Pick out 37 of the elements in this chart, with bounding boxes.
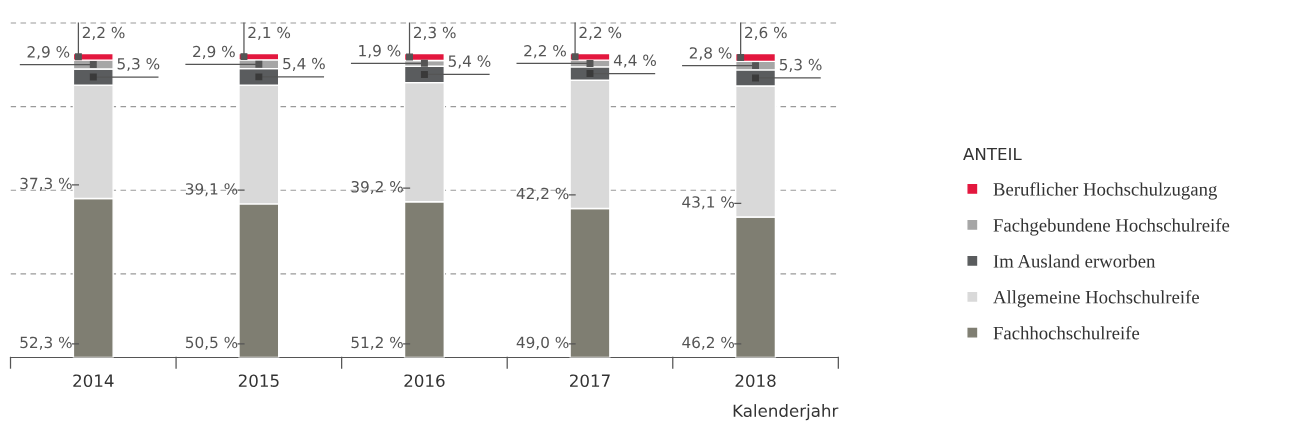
data-label: 4,4 % — [613, 54, 656, 68]
data-label: 51,2 % — [351, 336, 403, 350]
data-label: 5,4 % — [283, 57, 325, 71]
x-axis-title: Kalenderjahr — [733, 404, 839, 421]
data-label: 2,9 % — [27, 46, 70, 60]
data-label: 37,3 % — [20, 177, 72, 191]
data-label: 5,4 % — [448, 55, 491, 69]
legend-label: Im Ausland erworben — [993, 254, 1156, 268]
legend-title: ANTEIL — [963, 147, 1022, 161]
data-label: 50,5 % — [185, 336, 238, 350]
x-tick-label: 2018 — [735, 374, 776, 387]
data-label: 2,3 % — [413, 26, 456, 40]
legend-label: Allgemeine Hochschulreife — [993, 290, 1199, 308]
legend-label: Fachhochschulreife — [993, 326, 1140, 340]
legend-label: Beruflicher Hochschulzugang — [993, 182, 1217, 200]
data-label: 2,2 % — [524, 45, 566, 59]
data-label: 39,1 % — [185, 183, 238, 197]
data-label: 39,2 % — [351, 181, 403, 195]
x-tick-label: 2017 — [570, 374, 610, 387]
data-label: 2,2 % — [82, 26, 125, 40]
data-label: 2,8 % — [689, 47, 732, 61]
data-label: 1,9 % — [359, 44, 401, 58]
data-label: 5,3 % — [117, 57, 160, 72]
data-label: 52,3 % — [20, 336, 72, 350]
data-label: 5,3 % — [779, 58, 822, 72]
data-label: 2,6 % — [745, 26, 787, 40]
x-tick-label: 2015 — [238, 374, 279, 387]
x-tick-label: 2014 — [73, 374, 114, 387]
data-label: 2,9 % — [193, 45, 235, 59]
data-label: 49,0 % — [516, 336, 569, 350]
data-label: 43,1 % — [682, 196, 735, 210]
data-label: 46,2 % — [682, 336, 735, 350]
legend-label: Fachgebundene Hochschulreife — [993, 218, 1230, 236]
data-label: 2,2 % — [579, 26, 622, 40]
data-label: 2,1 % — [248, 26, 291, 40]
data-label: 42,2 % — [516, 187, 569, 201]
x-tick-label: 2016 — [404, 374, 445, 387]
